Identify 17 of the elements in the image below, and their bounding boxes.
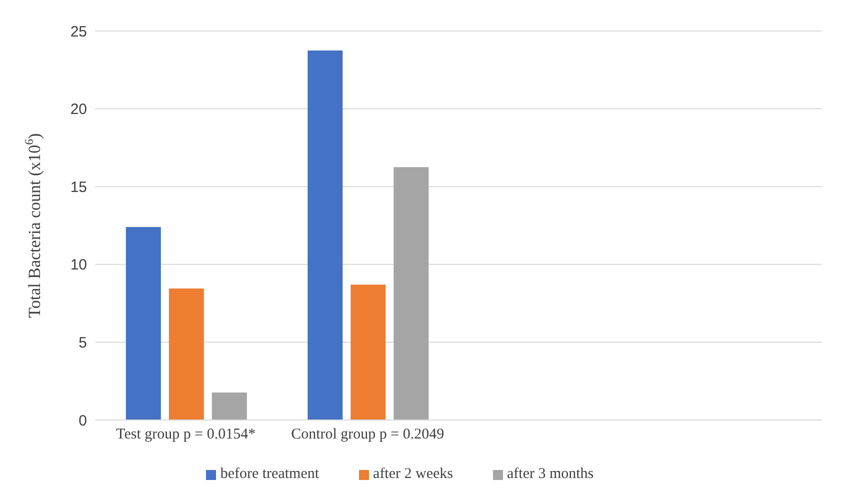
y-tick-label: 5 [78,334,87,352]
bar [168,288,204,420]
legend-label: after 3 months [507,466,594,482]
legend-label: after 2 weeks [373,466,453,482]
y-tick-label: 25 [70,23,87,40]
y-tick-label: 15 [70,178,87,196]
y-tick-label: 0 [78,412,87,430]
y-tick-label: 10 [70,256,87,274]
bar [308,50,343,420]
x-tick-label: Control group p = 0.2049 [291,426,444,443]
y-tick-label: 20 [70,101,87,118]
x-tick-label: Test group p = 0.0154* [116,426,256,443]
bar [212,392,247,420]
bar [350,284,386,420]
bar [394,167,429,420]
legend-label: before treatment [220,466,320,482]
bar [126,227,161,420]
